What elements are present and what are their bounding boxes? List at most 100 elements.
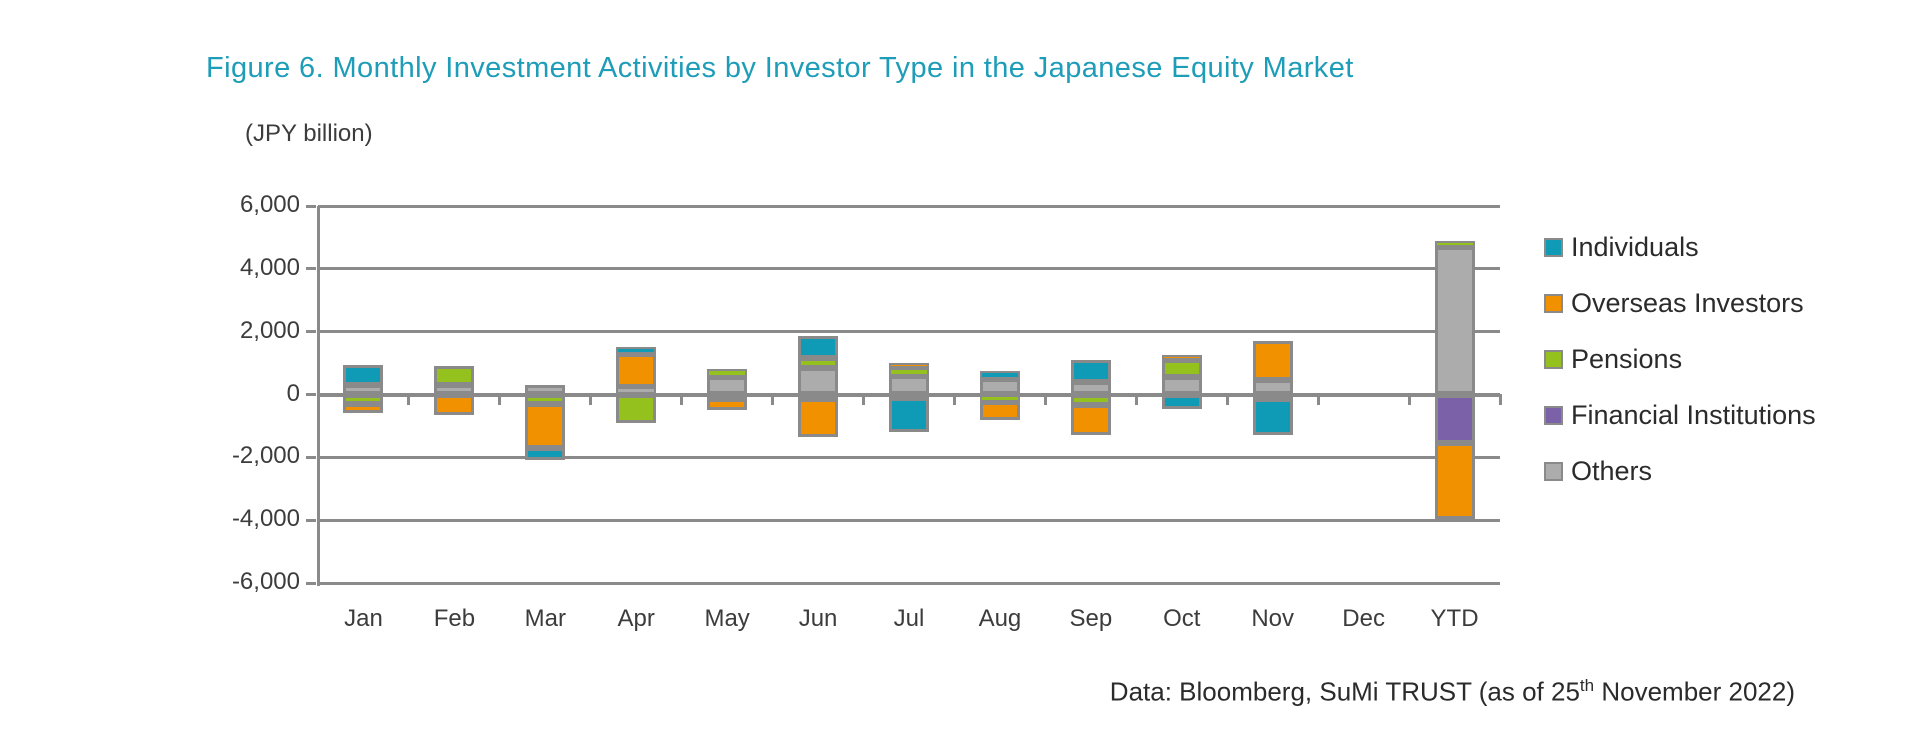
figure-title: Figure 6. Monthly Investment Activities … (206, 52, 1354, 84)
gridline (318, 581, 1500, 585)
bar-segment-overseas-investors-ytd (1434, 443, 1475, 519)
legend-item-individuals: Individuals (1544, 232, 1699, 263)
bar-segment-overseas-investors-may (707, 399, 748, 411)
bar-segment-pensions-jan (343, 394, 384, 404)
bar-segment-individuals-mar (525, 447, 566, 461)
legend-item-pensions: Pensions (1544, 344, 1682, 375)
x-axis-label-sep: Sep (1069, 605, 1113, 632)
bar-segment-financial-institutions-may (707, 394, 748, 400)
x-axis-label-aug: Aug (978, 605, 1022, 632)
y-axis-tick (306, 204, 316, 208)
bar-segment-financial-institutions-nov (1252, 394, 1293, 400)
y-axis-tick-label: -4,000 (231, 505, 300, 533)
bar-segment-pensions-jul (889, 367, 929, 376)
bar-segment-individuals-jul (889, 397, 929, 433)
x-axis-label-mar: Mar (524, 605, 566, 632)
x-axis-tick (1316, 393, 1320, 405)
data-source-note: Data: Bloomberg, SuMi TRUST (as of 25th … (1110, 676, 1795, 708)
legend-label: Financial Institutions (1571, 400, 1816, 430)
x-axis-tick (1134, 393, 1138, 405)
bar-segment-others-sep (1070, 381, 1111, 395)
bar-segment-individuals-aug (979, 370, 1020, 379)
bar-segment-individuals-apr (616, 347, 657, 354)
bar-segment-pensions-jun (798, 358, 839, 368)
bar-segment-others-oct (1161, 377, 1202, 395)
y-axis-tick (306, 330, 316, 334)
bar-segment-individuals-nov (1252, 399, 1293, 436)
x-axis-label-nov: Nov (1251, 605, 1295, 632)
bar-segment-others-aug (979, 378, 1020, 395)
source-note-suffix: November 2022) (1594, 676, 1795, 707)
bar-segment-others-jul (889, 375, 929, 395)
x-axis-label-jan: Jan (344, 605, 383, 632)
bar-segment-others-ytd (1434, 246, 1475, 395)
y-axis-tick-label: 6,000 (239, 191, 300, 218)
x-axis-tick (862, 393, 866, 405)
bar-segment-individuals-oct (1161, 394, 1202, 409)
y-axis-tick-label: 4,000 (239, 253, 300, 281)
bar-segment-others-may (707, 377, 748, 395)
y-axis-tick (306, 267, 316, 271)
legend-item-overseas-investors: Overseas Investors (1544, 288, 1804, 319)
bar-segment-overseas-investors-mar (525, 403, 566, 448)
x-axis-tick (316, 393, 320, 405)
y-axis-tick-label: 0 (286, 379, 300, 407)
legend-item-financial-institutions: Financial Institutions (1544, 400, 1816, 431)
x-axis-tick (680, 393, 684, 405)
x-axis-tick (771, 393, 775, 405)
legend-swatch-icon (1544, 350, 1563, 369)
x-axis-tick (952, 393, 956, 405)
legend-label: Individuals (1571, 232, 1699, 262)
bar-segment-others-jan (343, 385, 384, 395)
bar-segment-others-jun (798, 367, 839, 395)
gridline (318, 455, 1500, 459)
x-axis-label-may: May (704, 605, 750, 632)
y-axis-tick-label: 2,000 (239, 316, 300, 344)
gridline (318, 204, 1500, 208)
bar-segment-overseas-investors-jul (889, 363, 929, 368)
bar-segment-pensions-ytd (1434, 240, 1475, 247)
legend-swatch-icon (1544, 294, 1563, 313)
bar-segment-overseas-investors-aug (979, 402, 1020, 420)
x-axis-tick (1407, 393, 1411, 405)
y-axis-tick-label: -2,000 (231, 442, 300, 470)
y-axis-unit-label: (JPY billion) (245, 120, 373, 147)
legend-swatch-icon (1544, 462, 1563, 481)
x-axis-label-jul: Jul (893, 605, 925, 632)
bar-segment-others-mar (525, 385, 566, 395)
source-note-superscript: th (1579, 676, 1595, 695)
bar-segment-individuals-jun (798, 336, 839, 359)
bar-segment-others-feb (434, 385, 475, 395)
x-axis-tick (1498, 393, 1502, 405)
bar-segment-financial-institutions-jul (889, 394, 929, 399)
bar-segment-individuals-jan (343, 364, 384, 386)
bar-segment-pensions-oct (1161, 359, 1202, 378)
gridline (318, 330, 1500, 334)
legend-item-others: Others (1544, 456, 1652, 487)
bar-segment-overseas-investors-feb (434, 394, 475, 415)
x-axis-tick (1225, 393, 1229, 405)
bar-segment-overseas-investors-jan (343, 403, 384, 414)
bar-segment-overseas-investors-apr (616, 353, 657, 387)
y-axis-tick (306, 581, 316, 585)
bar-segment-others-nov (1252, 380, 1293, 395)
bar-segment-pensions-may (707, 369, 748, 378)
bar-segment-others-apr (616, 386, 657, 395)
x-axis-label-ytd: YTD (1430, 605, 1479, 632)
bar-segment-financial-institutions-jun (798, 394, 839, 400)
bar-segment-overseas-investors-oct (1161, 355, 1202, 360)
bar-segment-overseas-investors-jun (798, 399, 839, 437)
bar-segment-pensions-apr (616, 394, 657, 423)
x-axis-tick (1043, 393, 1047, 405)
source-note-text: Data: Bloomberg, SuMi TRUST (as of 25 (1109, 676, 1580, 707)
bar-segment-overseas-investors-sep (1070, 405, 1111, 436)
bar-segment-pensions-mar (525, 394, 566, 404)
legend-label: Pensions (1571, 344, 1683, 374)
bar-segment-overseas-investors-nov (1252, 341, 1293, 381)
gridline (318, 267, 1500, 271)
bar-segment-pensions-sep (1070, 394, 1111, 406)
bar-segment-pensions-aug (979, 394, 1020, 403)
x-axis-tick (589, 393, 593, 405)
y-axis-tick-label: -6,000 (231, 568, 300, 595)
x-axis-label-jun: Jun (798, 605, 838, 632)
